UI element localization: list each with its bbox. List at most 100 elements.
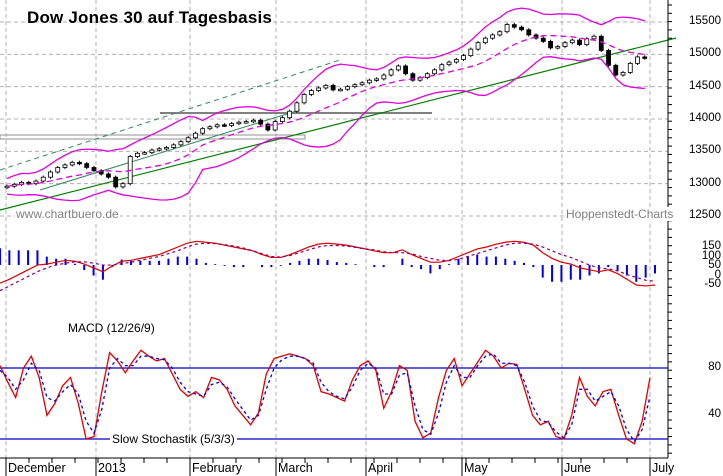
candle-body (272, 121, 278, 131)
macd-tick-label: 150 (701, 240, 721, 252)
candle-body (388, 69, 394, 76)
candle-body (40, 176, 46, 182)
price-tick-label: 14000 (689, 112, 721, 124)
candle-body (468, 48, 474, 57)
moving-average (6, 34, 645, 187)
price-tick-label: 14500 (689, 79, 721, 92)
candle-body (236, 121, 242, 125)
month-label: April (368, 461, 394, 475)
candle-body (62, 164, 68, 168)
trend-line-upper-dashed (0, 59, 341, 171)
candle-body (200, 128, 206, 134)
candle-body (308, 90, 314, 95)
candle-body (265, 123, 271, 131)
candle-body (258, 119, 264, 125)
candle-body (540, 37, 546, 42)
candle-body (55, 167, 61, 173)
candle-body (185, 137, 191, 143)
watermark-left: www.chartbuero.de (15, 207, 120, 221)
candle-body (287, 110, 293, 119)
candle-body (207, 126, 213, 130)
stoch-d-line (0, 353, 651, 443)
candle-body (519, 26, 524, 31)
candle-body (446, 61, 452, 66)
candle-body (504, 24, 510, 33)
chart-title: Dow Jones 30 auf Tagesbasis (27, 8, 273, 27)
candle-body (135, 152, 140, 157)
candle-body (171, 144, 177, 148)
candle-body (526, 29, 532, 36)
candle-body (584, 38, 590, 46)
candle-body (84, 163, 90, 168)
candle-body (432, 69, 437, 75)
candle-body (301, 94, 307, 104)
candle-body (395, 65, 401, 71)
candle-body (164, 147, 169, 150)
candle-body (635, 56, 640, 64)
candle-body (323, 84, 329, 89)
candle-body (337, 88, 343, 92)
candle-body (439, 64, 445, 71)
candle-body (156, 148, 162, 151)
candle-body (69, 161, 75, 166)
macd-tick-label: -50 (704, 278, 721, 290)
candle-body (366, 79, 372, 84)
candle-body (113, 176, 119, 188)
candle-body (120, 183, 126, 188)
candle-body (591, 35, 597, 40)
candle-body (642, 56, 648, 59)
candle-body (374, 78, 380, 81)
candle-body (149, 149, 155, 154)
candle-body (33, 180, 39, 185)
candle-body (598, 35, 604, 51)
candle-body (359, 82, 365, 86)
candle-body (251, 119, 256, 123)
month-label: June (564, 461, 592, 475)
candle-body (229, 123, 235, 126)
candle-body (577, 39, 582, 46)
macd-tick-label: 0 (714, 268, 721, 281)
candle-body (345, 86, 351, 90)
price-tick-label: 13000 (689, 176, 721, 189)
support-box (0, 134, 306, 140)
macd-line (0, 240, 656, 287)
candle-body (178, 141, 184, 146)
bollinger-lower (6, 56, 645, 202)
month-label: May (464, 461, 488, 475)
candle-body (142, 152, 148, 155)
candle-body (77, 161, 82, 165)
candle-body (48, 171, 53, 178)
candle-body (482, 37, 488, 44)
trend-line-mid (39, 109, 301, 191)
bollinger-upper (6, 7, 645, 180)
candle-body (569, 39, 575, 44)
watermark-right: Hoppenstedt-Charts (565, 207, 675, 221)
signal-line (0, 242, 656, 292)
month-label: December (8, 461, 66, 475)
stoch-tick-label: 40 (708, 408, 721, 421)
price-tick-label: 15000 (689, 47, 721, 60)
candle-body (548, 41, 553, 49)
candle-body (294, 102, 300, 112)
candle-body (453, 59, 459, 63)
stoch-tick-label: 80 (708, 361, 721, 373)
candle-body (352, 84, 358, 88)
macd-label: MACD (12/26/9) (66, 321, 157, 335)
month-label: July (652, 461, 675, 475)
candle-body (403, 65, 408, 75)
candle-body (91, 167, 97, 172)
price-tick-label: 13500 (689, 144, 721, 157)
month-label: 2013 (98, 461, 126, 475)
macd-tick-label: 50 (708, 259, 721, 271)
candle-body (497, 31, 503, 36)
candle-body (243, 121, 249, 124)
candle-body (222, 124, 227, 127)
price-tick-label: 15500 (689, 15, 721, 27)
candle-body (410, 73, 416, 81)
price-tick-label: 12500 (689, 209, 721, 221)
candle-body (475, 42, 481, 50)
candle-body (490, 34, 495, 39)
candle-body (461, 55, 466, 60)
month-label: February (192, 461, 243, 475)
